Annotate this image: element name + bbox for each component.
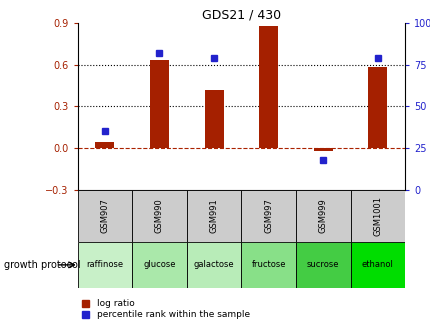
Bar (367, 67, 387, 148)
Bar (295, 242, 350, 288)
Bar (132, 242, 186, 288)
Bar (295, 190, 350, 242)
Legend: log ratio, percentile rank within the sample: log ratio, percentile rank within the sa… (82, 300, 249, 319)
Bar (313, 148, 332, 151)
Text: ethanol: ethanol (361, 260, 393, 269)
Bar (186, 242, 241, 288)
Text: glucose: glucose (143, 260, 175, 269)
Bar (258, 26, 277, 148)
Text: raffinose: raffinose (86, 260, 123, 269)
Text: GSM991: GSM991 (209, 198, 218, 233)
Text: GSM997: GSM997 (264, 198, 273, 233)
Text: growth protocol: growth protocol (4, 260, 81, 270)
Bar (241, 242, 295, 288)
Text: GSM907: GSM907 (100, 198, 109, 233)
Bar (350, 190, 404, 242)
Bar (77, 190, 132, 242)
Bar (241, 190, 295, 242)
Bar (77, 242, 132, 288)
Bar (132, 190, 186, 242)
Title: GDS21 / 430: GDS21 / 430 (201, 9, 280, 22)
Text: fructose: fructose (251, 260, 285, 269)
Text: GSM990: GSM990 (155, 198, 163, 233)
Text: GSM999: GSM999 (318, 198, 327, 233)
Bar (95, 143, 114, 148)
Text: galactose: galactose (194, 260, 234, 269)
Bar (350, 242, 404, 288)
Text: sucrose: sucrose (306, 260, 339, 269)
Bar (204, 90, 223, 148)
Text: GSM1001: GSM1001 (372, 196, 381, 236)
Bar (150, 60, 169, 148)
Bar (186, 190, 241, 242)
